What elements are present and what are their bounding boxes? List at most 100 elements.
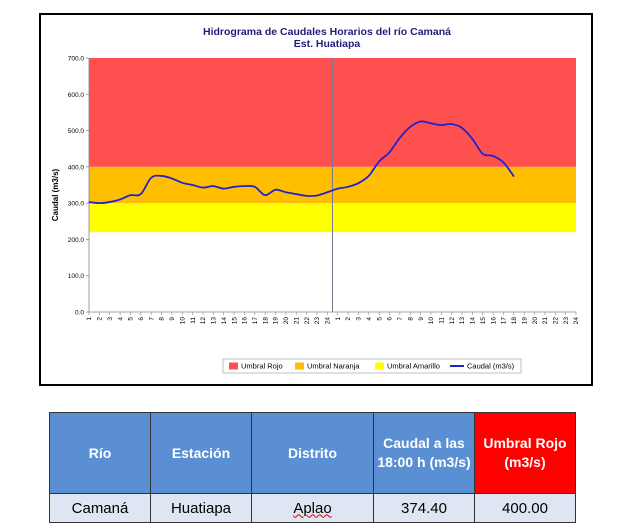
header-estacion: Estación xyxy=(150,412,252,494)
data-point xyxy=(274,189,277,191)
data-point xyxy=(461,127,463,129)
legend: Umbral Rojo Umbral Naranja Umbral Amarillo… xyxy=(222,358,522,374)
y-tick-label: 700.0 xyxy=(68,56,85,63)
x-tick-label: 19 xyxy=(273,317,280,325)
x-tick-label: 2 xyxy=(97,317,104,321)
x-tick-label: 13 xyxy=(211,317,218,325)
legend-swatch xyxy=(229,362,238,370)
chart-subtitle: Est. Huatiapa xyxy=(294,38,361,50)
data-point xyxy=(160,175,163,177)
x-tick-label: 3 xyxy=(107,317,114,321)
data-point xyxy=(285,191,287,193)
data-point xyxy=(378,160,380,163)
data-point xyxy=(129,194,132,196)
x-tick-label: 8 xyxy=(159,317,166,321)
x-tick-label: 22 xyxy=(552,317,559,325)
x-tick-label: 4 xyxy=(366,317,373,321)
x-tick-label: 21 xyxy=(293,317,300,325)
cell-rio: Camaná xyxy=(49,493,151,523)
data-point xyxy=(98,202,100,204)
x-tick-label: 11 xyxy=(438,317,445,324)
x-tick-label: 8 xyxy=(407,317,414,321)
data-point xyxy=(471,138,473,140)
header-rio: Río xyxy=(49,412,151,494)
x-tick-label: 22 xyxy=(304,317,311,325)
data-point xyxy=(109,201,111,203)
data-point xyxy=(140,193,142,195)
data-point xyxy=(264,194,266,196)
x-tick-label: 18 xyxy=(511,317,518,325)
x-tick-label: 20 xyxy=(283,317,290,325)
x-tick-label: 11 xyxy=(190,317,197,324)
table-row: Camaná Huatiapa Aplao 374.40 400.00 xyxy=(49,493,576,523)
hydrograph-chart: Hidrograma de Caudales Horarios del río … xyxy=(51,26,580,374)
x-tick-label: 9 xyxy=(418,317,425,321)
data-point xyxy=(316,194,318,197)
data-point xyxy=(492,155,494,157)
y-tick-label: 100.0 xyxy=(68,273,85,280)
x-tick-label: 23 xyxy=(563,317,570,325)
x-tick-label: 21 xyxy=(542,317,549,325)
x-tick-label: 16 xyxy=(490,317,497,325)
x-tick-label: 3 xyxy=(356,317,363,321)
x-tick-label: 4 xyxy=(117,317,124,321)
data-point xyxy=(440,124,442,126)
y-tick-label: 400.0 xyxy=(68,164,85,171)
data-point xyxy=(513,175,515,177)
x-tick-label: 16 xyxy=(242,317,249,325)
x-tick-label: 19 xyxy=(521,317,528,325)
x-tick-label: 2 xyxy=(345,317,352,321)
chart-frame: Hidrograma de Caudales Horarios del río … xyxy=(39,13,593,386)
legend-label: Caudal (m3/s) xyxy=(467,362,515,371)
cell-caudal: 374.40 xyxy=(373,493,475,523)
legend-label: Umbral Naranja xyxy=(307,362,360,371)
x-tick-label: 14 xyxy=(221,317,228,325)
x-tick-label: 23 xyxy=(314,317,321,325)
data-point xyxy=(357,182,360,184)
y-tick-label: 600.0 xyxy=(68,92,85,99)
x-tick-label: 1 xyxy=(335,317,342,321)
x-tick-label: 10 xyxy=(428,317,435,325)
x-tick-label: 7 xyxy=(148,317,155,321)
legend-label: Umbral Amarillo xyxy=(387,362,440,371)
legend-label: Umbral Rojo xyxy=(241,362,283,371)
legend-swatch xyxy=(375,362,384,370)
data-point xyxy=(171,177,173,180)
x-tick-label: 1 xyxy=(86,317,93,321)
data-point xyxy=(368,175,370,177)
x-tick-label: 24 xyxy=(325,317,332,325)
data-point xyxy=(150,177,152,179)
header-caudal: Caudal a las 18:00 h (m3/s) xyxy=(373,412,475,494)
data-point xyxy=(399,137,401,139)
header-distrito: Distrito xyxy=(251,412,374,494)
x-tick-label: 6 xyxy=(387,317,394,321)
x-tick-label: 7 xyxy=(397,317,404,321)
data-point xyxy=(119,198,121,201)
x-tick-label: 10 xyxy=(179,317,186,325)
data-point xyxy=(212,185,214,187)
data-point xyxy=(430,122,432,124)
data-point xyxy=(254,186,256,188)
x-tick-label: 13 xyxy=(459,317,466,325)
data-point xyxy=(192,184,194,186)
data-point xyxy=(243,185,246,187)
cell-distrito-text: Aplao xyxy=(293,499,332,517)
x-tick-label: 15 xyxy=(480,317,487,325)
data-point xyxy=(502,161,505,164)
data-point xyxy=(202,186,204,189)
data-point xyxy=(409,126,411,128)
x-tick-label: 5 xyxy=(376,317,383,321)
data-point xyxy=(181,182,183,184)
x-tick-label: 17 xyxy=(252,317,259,325)
table-header-row: Río Estación Distrito Caudal a las 18:00… xyxy=(49,412,576,494)
x-tick-label: 15 xyxy=(231,317,238,325)
data-point xyxy=(388,151,391,153)
x-tick-label: 5 xyxy=(128,317,135,321)
x-tick-label: 9 xyxy=(169,317,176,321)
data-point xyxy=(295,193,297,195)
y-tick-label: 200.0 xyxy=(68,237,85,244)
summary-table: Río Estación Distrito Caudal a las 18:00… xyxy=(49,412,576,523)
x-tick-label: 17 xyxy=(501,317,508,325)
data-point xyxy=(326,191,328,193)
cell-umbral-rojo: 400.00 xyxy=(474,493,576,523)
